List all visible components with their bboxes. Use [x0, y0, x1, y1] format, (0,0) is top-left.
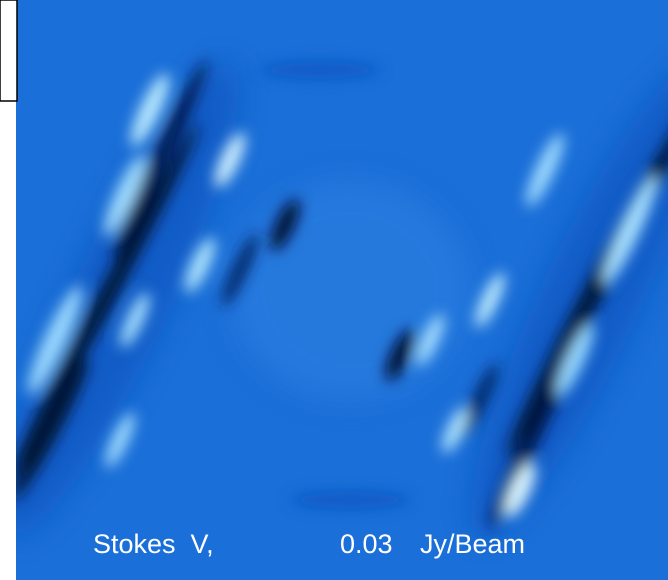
legend-box — [0, 0, 17, 101]
map — [0, 0, 668, 580]
label-unit: Jy/Beam — [420, 529, 525, 559]
label-value: 0.03 — [340, 529, 393, 559]
stokes-image: Stokes V, 0.03 Jy/Beam — [0, 0, 668, 580]
page: Stokes V, 0.03 Jy/Beam (() => { const da… — [0, 0, 668, 580]
label-name: Stokes V, — [93, 529, 214, 559]
